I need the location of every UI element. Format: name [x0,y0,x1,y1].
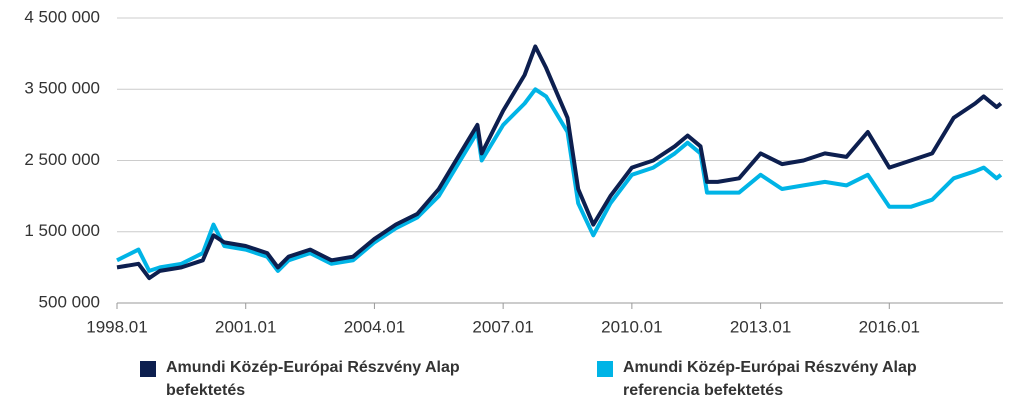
series-line [116,44,1003,281]
legend-label: Amundi Közép-Európai Részvény Alap befek… [166,359,460,399]
y-tick-label: 3 500 000 [24,79,100,98]
x-tick-label: 1998.01 [86,317,147,336]
x-tick-label: 2016.01 [859,317,920,336]
x-tick-label: 2010.01 [601,317,662,336]
legend-swatch [597,361,613,377]
x-tick-label: 2001.01 [215,317,276,336]
x-tick-label: 2013.01 [730,317,791,336]
x-tick-label: 2007.01 [472,317,533,336]
legend-label: Amundi Közép-Európai Részvény Alap refer… [623,359,917,399]
y-tick-label: 4 500 000 [24,7,100,26]
y-tick-label: 1 500 000 [24,221,100,240]
legend-swatch [140,361,156,377]
y-tick-label: 2 500 000 [24,150,100,169]
x-tick-label: 2004.01 [344,317,405,336]
chart: 500 000 1 500 000 2 500 000 3 500 000 4 500 … [24,7,1003,336]
series-line [116,87,1003,273]
y-tick-label: 500 000 [39,292,100,311]
